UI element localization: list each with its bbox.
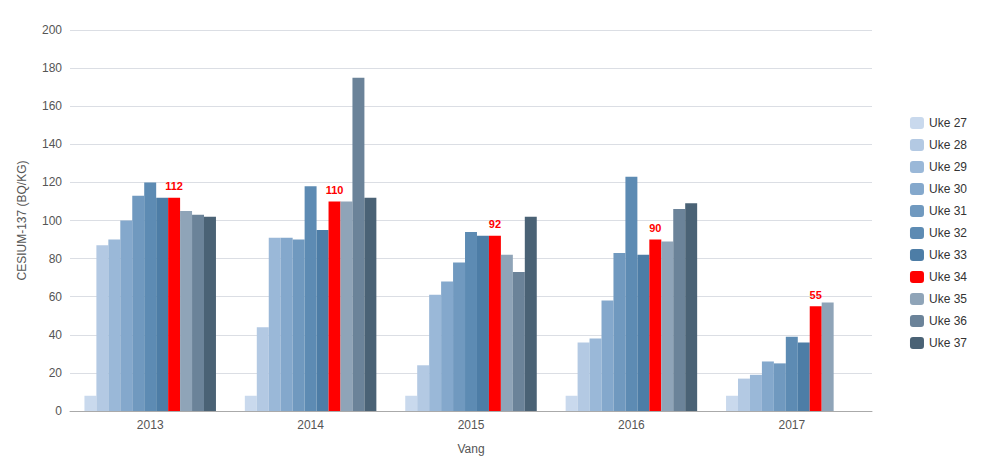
svg-text:140: 140 (42, 137, 62, 151)
svg-text:2015: 2015 (458, 418, 485, 432)
svg-text:Uke 34: Uke 34 (929, 270, 967, 284)
svg-text:180: 180 (42, 61, 62, 75)
svg-text:Uke 28: Uke 28 (929, 138, 967, 152)
svg-text:Uke 36: Uke 36 (929, 314, 967, 328)
svg-text:Uke 33: Uke 33 (929, 248, 967, 262)
svg-text:Uke 37: Uke 37 (929, 336, 967, 350)
svg-text:2017: 2017 (778, 418, 805, 432)
svg-text:20: 20 (49, 366, 63, 380)
svg-text:Uke 30: Uke 30 (929, 182, 967, 196)
svg-text:92: 92 (489, 218, 501, 230)
svg-text:2016: 2016 (618, 418, 645, 432)
svg-text:100: 100 (42, 214, 62, 228)
svg-text:Uke 27: Uke 27 (929, 116, 967, 130)
svg-text:Uke 29: Uke 29 (929, 160, 967, 174)
svg-text:60: 60 (49, 290, 63, 304)
svg-text:55: 55 (810, 289, 822, 301)
svg-text:90: 90 (649, 222, 661, 234)
svg-text:Uke 31: Uke 31 (929, 204, 967, 218)
svg-text:2014: 2014 (297, 418, 324, 432)
svg-text:0: 0 (55, 404, 62, 418)
svg-text:160: 160 (42, 99, 62, 113)
svg-text:Uke 32: Uke 32 (929, 226, 967, 240)
svg-text:2013: 2013 (137, 418, 164, 432)
svg-text:Uke 35: Uke 35 (929, 292, 967, 306)
svg-text:CESIUM-137 (BQ/KG): CESIUM-137 (BQ/KG) (15, 160, 29, 280)
svg-text:Vang: Vang (457, 442, 484, 456)
svg-text:40: 40 (49, 328, 63, 342)
svg-text:110: 110 (326, 184, 344, 196)
svg-text:112: 112 (165, 180, 183, 192)
svg-text:200: 200 (42, 23, 62, 37)
svg-text:120: 120 (42, 175, 62, 189)
svg-text:80: 80 (49, 252, 63, 266)
